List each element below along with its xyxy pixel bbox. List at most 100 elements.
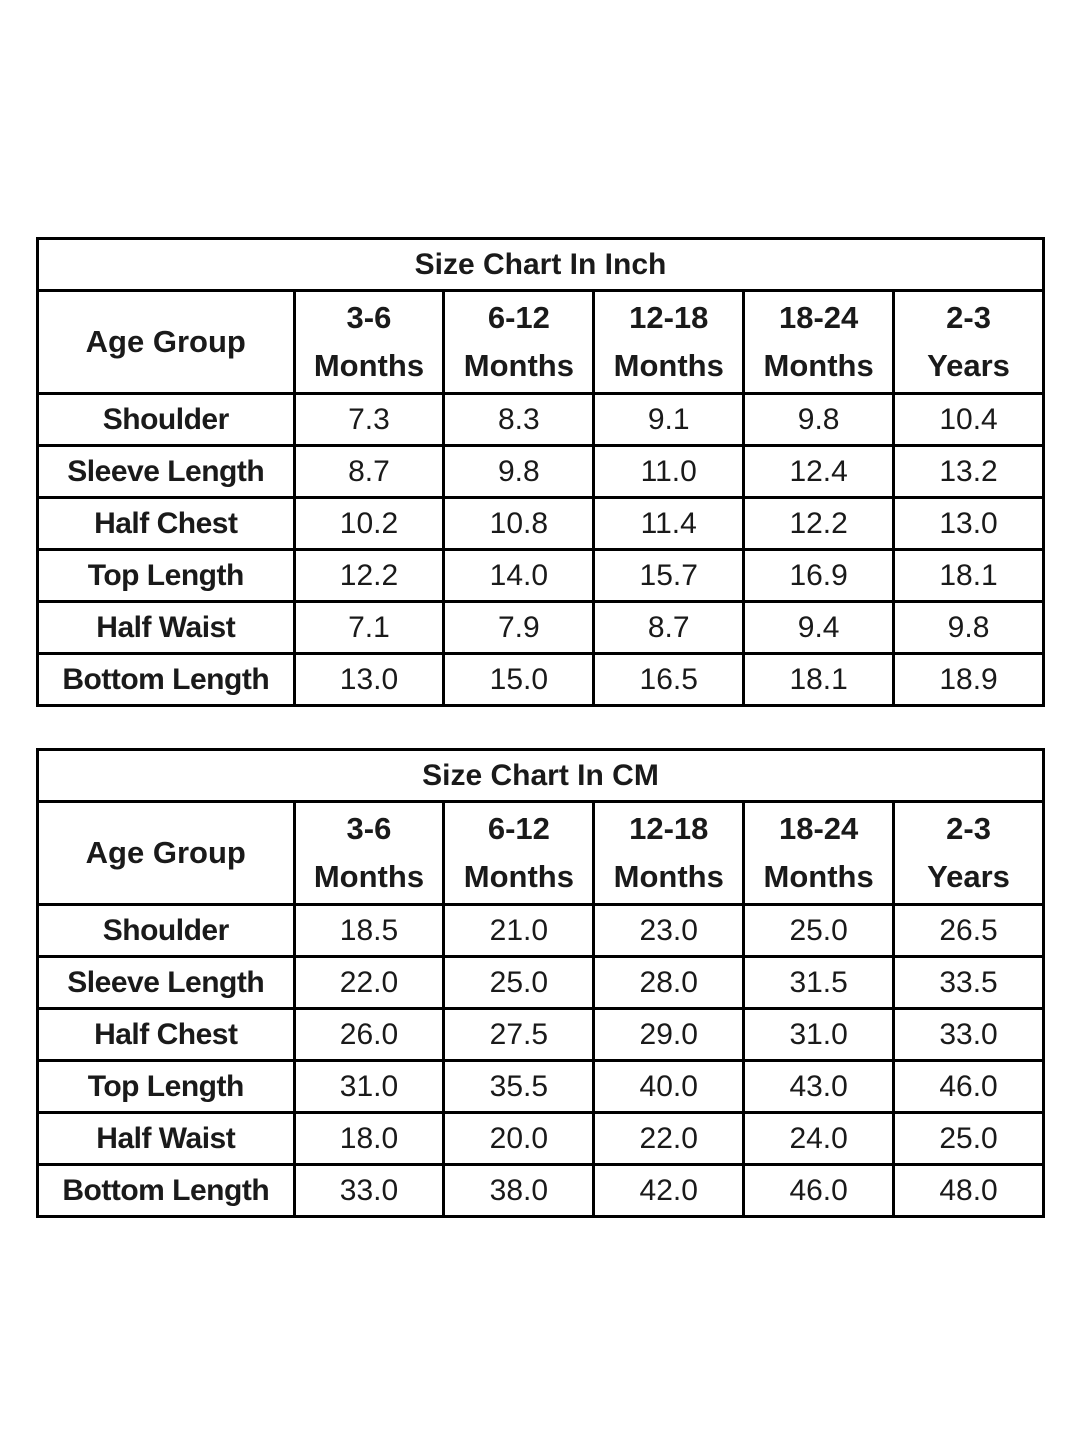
measurement-value: 18.9 — [892, 652, 1045, 707]
column-header: 6-12 Months — [442, 289, 596, 395]
table-row: Shoulder 7.3 8.3 9.1 9.8 10.4 — [36, 392, 1045, 447]
measurement-value: 14.0 — [442, 548, 596, 603]
column-header: 2-3 Years — [892, 800, 1045, 906]
measurement-value: 7.3 — [292, 392, 446, 447]
measurement-value: 7.9 — [442, 600, 596, 655]
measurement-value: 16.5 — [592, 652, 746, 707]
row-label: Top Length — [36, 548, 296, 603]
table-row: Top Length 12.2 14.0 15.7 16.9 18.1 — [36, 548, 1045, 603]
measurement-value: 25.0 — [742, 903, 896, 958]
column-header-unit: Months — [463, 859, 574, 894]
measurement-value: 15.0 — [442, 652, 596, 707]
column-header-unit: Months — [763, 348, 874, 383]
column-header: 18-24 Months — [742, 289, 896, 395]
table-title-row: Size Chart In CM — [36, 748, 1045, 803]
table-row: Bottom Length 13.0 15.0 16.5 18.1 18.9 — [36, 652, 1045, 707]
measurement-value: 48.0 — [892, 1163, 1045, 1218]
table-row: Sleeve Length 8.7 9.8 11.0 12.4 13.2 — [36, 444, 1045, 499]
measurement-value: 31.0 — [742, 1007, 896, 1062]
measurement-value: 8.7 — [592, 600, 746, 655]
row-label: Half Waist — [36, 1111, 296, 1166]
column-header: 3-6 Months — [292, 289, 446, 395]
column-header-range: 3-6 — [346, 300, 392, 335]
age-group-header: Age Group — [36, 800, 296, 906]
column-header-unit: Years — [927, 348, 1010, 383]
table-row: Half Chest 26.0 27.5 29.0 31.0 33.0 — [36, 1007, 1045, 1062]
column-header: 3-6 Months — [292, 800, 446, 906]
measurement-value: 13.0 — [292, 652, 446, 707]
measurement-value: 7.1 — [292, 600, 446, 655]
column-header-unit: Months — [613, 859, 724, 894]
measurement-value: 40.0 — [592, 1059, 746, 1114]
measurement-value: 26.5 — [892, 903, 1045, 958]
column-header-unit: Months — [313, 859, 425, 894]
column-header-unit: Months — [313, 348, 425, 383]
measurement-value: 35.5 — [442, 1059, 596, 1114]
table-header-row: Age Group 3-6 Months 6-12 Months 12-18 M… — [36, 800, 1045, 906]
size-chart-cm-table: Size Chart In CM Age Group 3-6 Months 6-… — [36, 748, 1045, 1218]
row-label: Sleeve Length — [36, 444, 296, 499]
table-row: Shoulder 18.5 21.0 23.0 25.0 26.5 — [36, 903, 1045, 958]
column-header-range: 3-6 — [346, 811, 392, 846]
row-label: Bottom Length — [36, 652, 296, 707]
column-header-range: 18-24 — [778, 811, 859, 846]
measurement-value: 18.0 — [292, 1111, 446, 1166]
measurement-value: 8.3 — [442, 392, 596, 447]
measurement-value: 10.2 — [292, 496, 446, 551]
measurement-value: 12.4 — [742, 444, 896, 499]
table-header-row: Age Group 3-6 Months 6-12 Months 12-18 M… — [36, 289, 1045, 395]
measurement-value: 33.0 — [892, 1007, 1045, 1062]
column-header-unit: Months — [463, 348, 574, 383]
measurement-value: 12.2 — [292, 548, 446, 603]
table-row: Half Waist 7.1 7.9 8.7 9.4 9.8 — [36, 600, 1045, 655]
measurement-value: 21.0 — [442, 903, 596, 958]
measurement-value: 11.4 — [592, 496, 746, 551]
table-row: Half Chest 10.2 10.8 11.4 12.2 13.0 — [36, 496, 1045, 551]
table-title: Size Chart In Inch — [36, 237, 1045, 292]
measurement-value: 9.4 — [742, 600, 896, 655]
measurement-value: 27.5 — [442, 1007, 596, 1062]
measurement-value: 25.0 — [442, 955, 596, 1010]
size-chart-inch-table: Size Chart In Inch Age Group 3-6 Months … — [36, 237, 1045, 707]
measurement-value: 10.8 — [442, 496, 596, 551]
measurement-value: 22.0 — [592, 1111, 746, 1166]
measurement-value: 38.0 — [442, 1163, 596, 1218]
size-charts-container: Size Chart In Inch Age Group 3-6 Months … — [36, 237, 1045, 1218]
column-header-unit: Months — [613, 348, 724, 383]
column-header: 12-18 Months — [592, 289, 746, 395]
column-header-range: 12-18 — [629, 811, 709, 846]
measurement-value: 16.9 — [742, 548, 896, 603]
row-label: Bottom Length — [36, 1163, 296, 1218]
row-label: Half Chest — [36, 496, 296, 551]
measurement-value: 9.1 — [592, 392, 746, 447]
table-row: Bottom Length 33.0 38.0 42.0 46.0 48.0 — [36, 1163, 1045, 1218]
measurement-value: 25.0 — [892, 1111, 1045, 1166]
column-header-range: 18-24 — [778, 300, 859, 335]
column-header-unit: Months — [763, 859, 874, 894]
measurement-value: 46.0 — [742, 1163, 896, 1218]
column-header: 18-24 Months — [742, 800, 896, 906]
measurement-value: 29.0 — [592, 1007, 746, 1062]
measurement-value: 18.1 — [892, 548, 1045, 603]
measurement-value: 42.0 — [592, 1163, 746, 1218]
row-label: Shoulder — [36, 903, 296, 958]
column-header: 2-3 Years — [892, 289, 1045, 395]
measurement-value: 31.0 — [292, 1059, 446, 1114]
measurement-value: 31.5 — [742, 955, 896, 1010]
measurement-value: 18.1 — [742, 652, 896, 707]
measurement-value: 13.0 — [892, 496, 1045, 551]
table-title: Size Chart In CM — [36, 748, 1045, 803]
measurement-value: 20.0 — [442, 1111, 596, 1166]
measurement-value: 22.0 — [292, 955, 446, 1010]
row-label: Top Length — [36, 1059, 296, 1114]
column-header-unit: Years — [927, 859, 1010, 894]
measurement-value: 13.2 — [892, 444, 1045, 499]
table-row: Half Waist 18.0 20.0 22.0 24.0 25.0 — [36, 1111, 1045, 1166]
measurement-value: 26.0 — [292, 1007, 446, 1062]
column-header-range: 6-12 — [487, 811, 550, 846]
column-header: 12-18 Months — [592, 800, 746, 906]
column-header-range: 2-3 — [946, 811, 991, 846]
measurement-value: 43.0 — [742, 1059, 896, 1114]
measurement-value: 9.8 — [742, 392, 896, 447]
measurement-value: 23.0 — [592, 903, 746, 958]
